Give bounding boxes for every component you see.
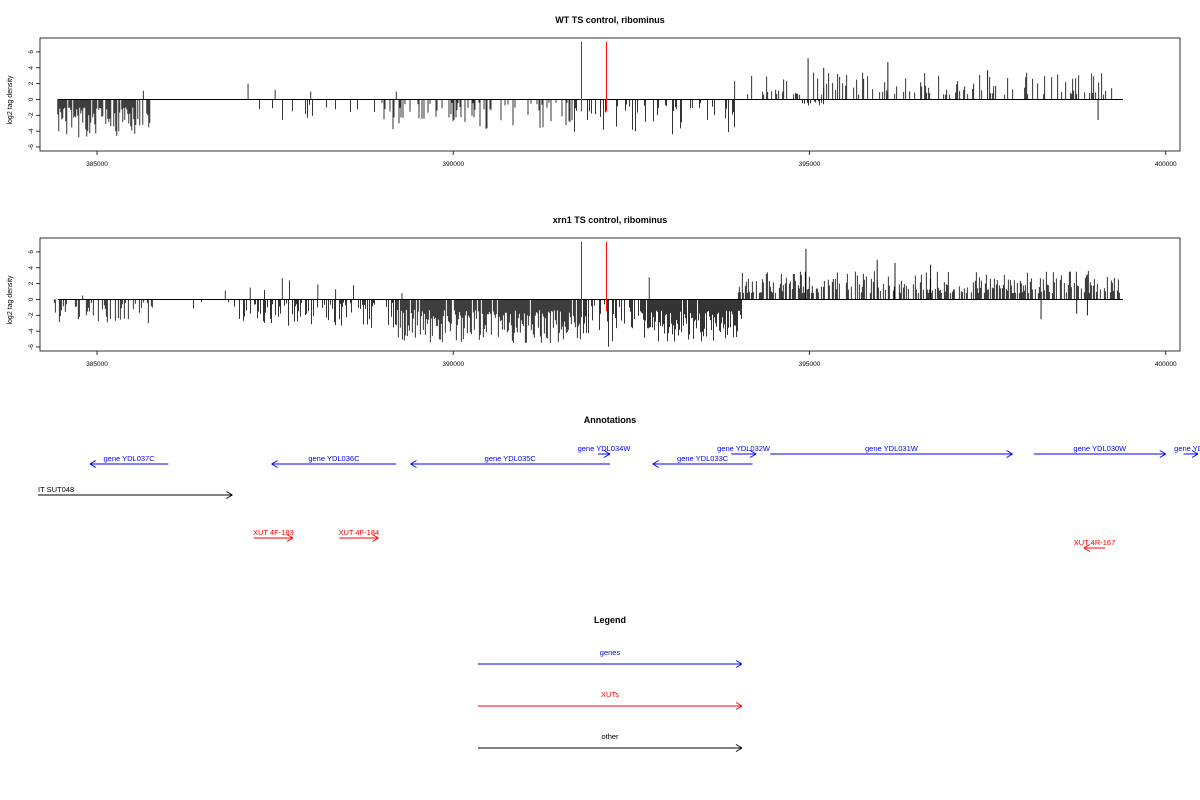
region-markers <box>581 242 607 312</box>
x-tick-label: 400000 <box>1155 161 1177 168</box>
annotation-arrow <box>1083 544 1106 552</box>
legend-title: Legend <box>594 615 626 625</box>
annotation-arrow <box>652 460 753 468</box>
y-tick-label: -2 <box>28 312 35 318</box>
annotation-arrow <box>1183 450 1199 458</box>
x-tick-label: 385000 <box>86 161 108 168</box>
legend-arrow <box>478 702 743 710</box>
x-tick-label: 395000 <box>799 161 821 168</box>
annotations-title: Annotations <box>584 415 637 425</box>
annotation-label: gene YDL034W <box>578 444 632 453</box>
y-axis-label: log2 tag density <box>7 75 14 125</box>
y-axis-label: log2 tag density <box>7 275 14 325</box>
y-tick-label: 2 <box>28 81 35 85</box>
annotation-label: IT SUT048 <box>38 485 74 494</box>
y-tick-label: -2 <box>28 112 35 118</box>
y-tick-label: -6 <box>28 344 35 350</box>
annotation-label: gene YDL033C <box>677 454 729 463</box>
x-tick-label: 400000 <box>1155 361 1177 368</box>
x-tick-label: 385000 <box>86 361 108 368</box>
y-tick-label: 6 <box>28 50 35 54</box>
xrn1-density-panel: xrn1 TS control, ribominus log2 tag dens… <box>7 215 1181 368</box>
density-bars <box>53 248 1123 347</box>
y-tick-label: 4 <box>28 66 35 70</box>
panel-title: WT TS control, ribominus <box>555 15 665 25</box>
y-tick-label: 2 <box>28 281 35 285</box>
x-tick-label: 395000 <box>799 361 821 368</box>
x-axis: 385000 390000 395000 400000 <box>86 351 1177 368</box>
annotation-label: gene YDL036C <box>308 454 360 463</box>
wt-density-panel: WT TS control, ribominus log2 tag densit… <box>7 15 1181 168</box>
annotation-label: gene YDL <box>1174 444 1200 453</box>
annotation-arrow <box>410 460 610 468</box>
annotation-label: gene YDL035C <box>485 454 537 463</box>
y-axis: 6 4 2 0 -2 -4 -6 <box>28 50 40 150</box>
x-tick-label: 390000 <box>442 361 464 368</box>
annotation-arrow <box>89 460 169 468</box>
density-bars <box>57 58 1123 138</box>
annotation-arrow <box>731 450 757 458</box>
plot-frame <box>39 37 1181 152</box>
y-tick-label: 4 <box>28 266 35 270</box>
y-tick-label: -4 <box>28 328 35 334</box>
region-markers <box>581 42 607 112</box>
annotation-label: XUT 4R-167 <box>1074 538 1116 547</box>
annotation-arrow <box>38 491 233 499</box>
y-tick-label: 0 <box>28 297 35 301</box>
x-tick-label: 390000 <box>442 161 464 168</box>
annotation-arrow <box>253 534 294 542</box>
panel-title: xrn1 TS control, ribominus <box>553 215 668 225</box>
annotation-label: gene YDL032W <box>717 444 771 453</box>
annotation-features: gene YDL037C gene YDL036C gene YDL035C gene… <box>38 444 1200 552</box>
legend-items: genes XUTs other <box>478 648 743 752</box>
annotation-arrow <box>598 450 611 458</box>
y-tick-label: -4 <box>28 128 35 134</box>
y-tick-label: 0 <box>28 97 35 101</box>
annotation-label: XUT 4F-184 <box>338 528 379 537</box>
annotation-arrow <box>339 534 379 542</box>
legend-label: XUTs <box>601 690 619 699</box>
annotation-label: XUT 4F-183 <box>253 528 294 537</box>
legend-arrow <box>478 744 743 752</box>
plot-frame <box>39 237 1181 352</box>
annotation-arrow <box>770 450 1013 458</box>
y-tick-label: -6 <box>28 144 35 150</box>
annotation-label: gene YDL037C <box>103 454 155 463</box>
annotation-arrow <box>271 460 397 468</box>
legend: Legend genes XUTs other <box>478 615 743 752</box>
legend-arrow <box>478 660 743 668</box>
y-axis: 6 4 2 0 -2 -4 -6 <box>28 250 40 350</box>
annotations-track: Annotations gene YDL037C gene YDL036C gene… <box>38 415 1200 552</box>
annotation-label: gene YDL031W <box>865 444 919 453</box>
annotation-arrow <box>1033 450 1167 458</box>
y-tick-label: 6 <box>28 250 35 254</box>
annotation-label: gene YDL030W <box>1073 444 1127 453</box>
legend-label: other <box>601 732 619 741</box>
legend-label: genes <box>600 648 621 657</box>
x-axis: 385000 390000 395000 400000 <box>86 151 1177 168</box>
